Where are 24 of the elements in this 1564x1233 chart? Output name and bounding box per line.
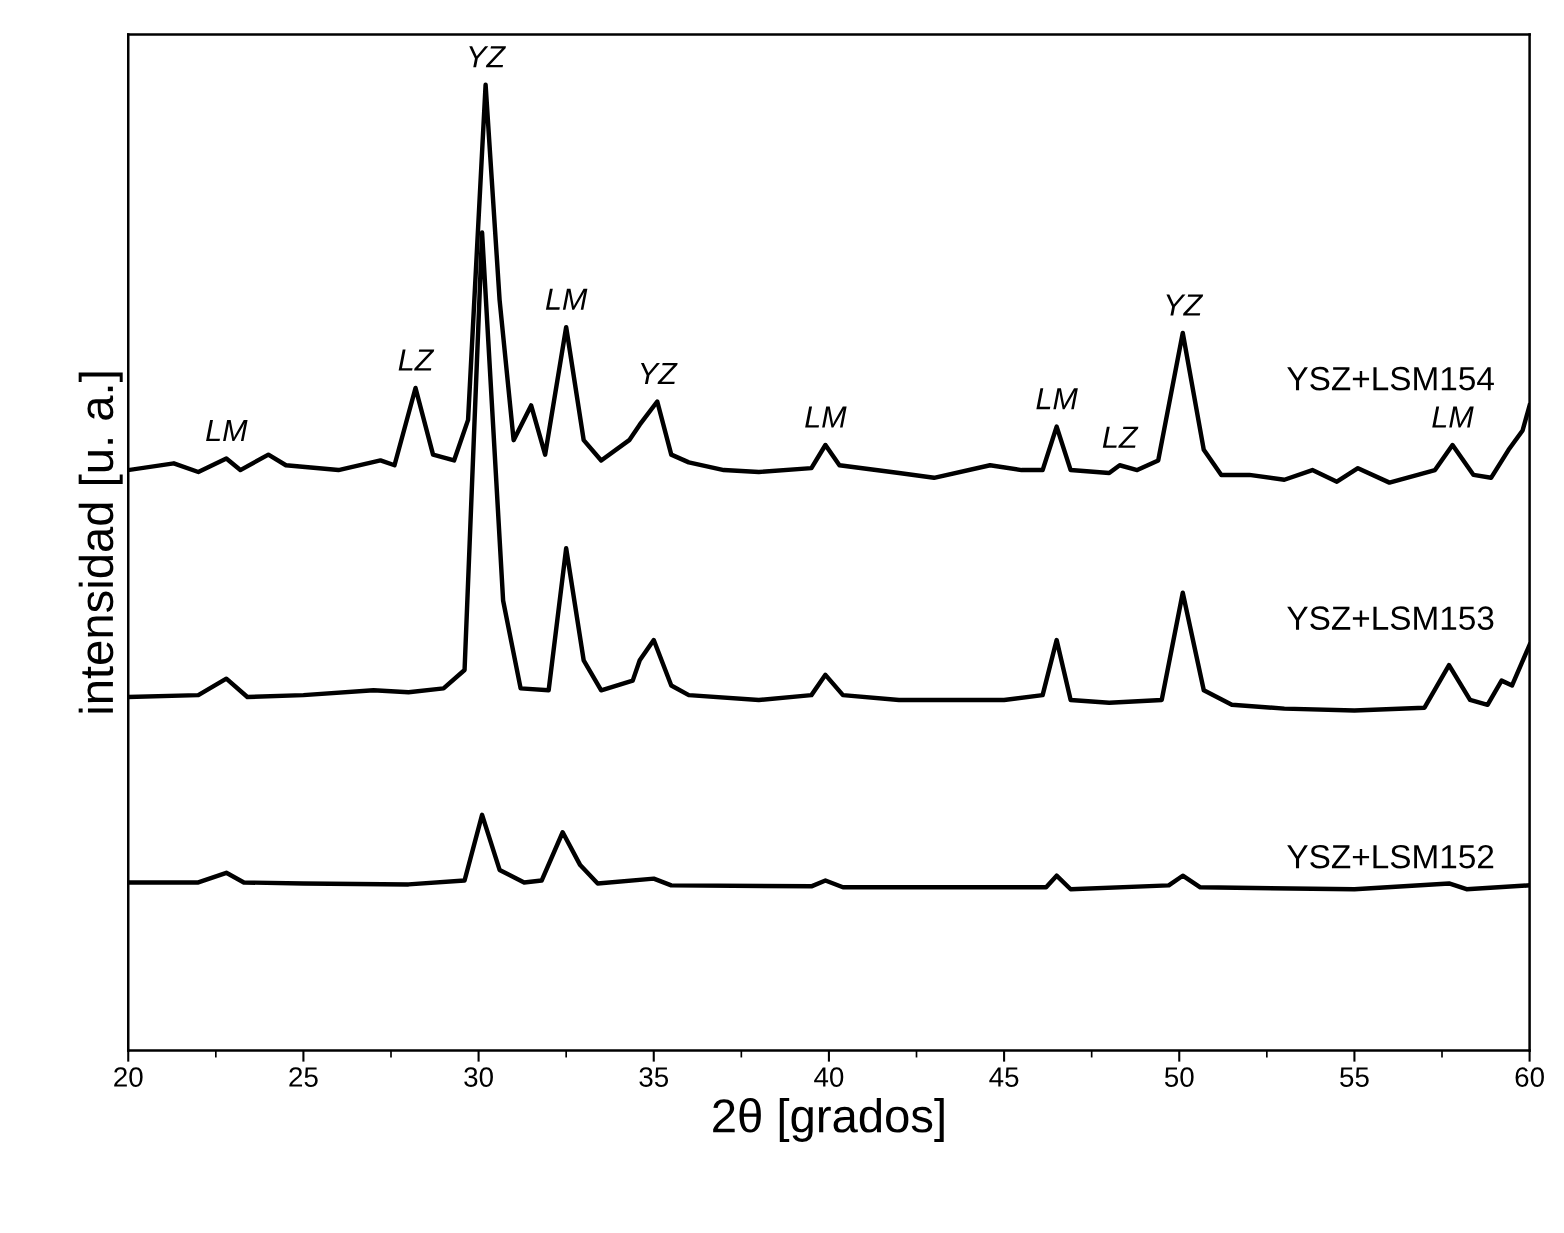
y-axis-title: intensidad [u. a.]: [78, 372, 123, 713]
annotation: LM: [545, 288, 588, 310]
x-tick-label: 45: [989, 1067, 1019, 1087]
x-tick-label: 40: [814, 1067, 844, 1087]
annotation: LZ: [1102, 426, 1139, 448]
series-label: YSZ+LSM153: [1287, 606, 1494, 630]
series-label: YSZ+LSM152: [1287, 844, 1494, 869]
series-label: YSZ+LSM154: [1287, 366, 1494, 391]
x-tick-label: 60: [1515, 1067, 1544, 1087]
annotation: YZ: [1166, 294, 1204, 316]
x-axis-title: 2θ [grados]: [713, 1097, 944, 1142]
annotation: LM: [206, 420, 248, 442]
annotation: LM: [805, 406, 847, 428]
annotation: LZ: [398, 349, 435, 371]
x-tick-label: 20: [114, 1067, 143, 1087]
annotation: YZ: [640, 363, 678, 385]
x-tick-label: 35: [639, 1067, 669, 1087]
x-tick-label: 30: [464, 1067, 493, 1087]
x-tick-label: 50: [1164, 1067, 1194, 1087]
annotation: YZ: [469, 46, 506, 68]
x-tick-label: 55: [1340, 1067, 1369, 1087]
annotation: LM: [1036, 388, 1078, 410]
x-tick-label: 25: [289, 1067, 318, 1087]
annotation: LM: [1432, 406, 1474, 428]
